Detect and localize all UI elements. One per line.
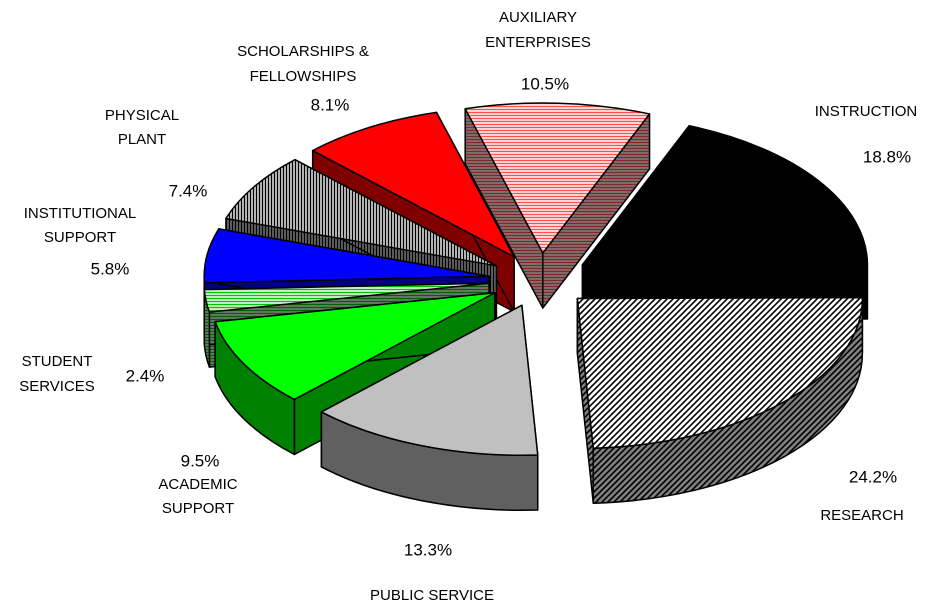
slice [320,304,539,511]
slice [581,125,869,266]
slice-label: FELLOWSHIPS [250,68,357,85]
slice-label: STUDENT [22,353,93,370]
slice [225,158,498,267]
value-label: 18.8% [863,147,911,166]
slice-label: AUXILIARY [499,9,577,26]
slice [464,102,651,309]
slice-label: SERVICES [19,378,95,395]
slice-label: SCHOLARSHIPS & [237,43,369,60]
slice-label: INSTITUTIONAL [24,205,137,222]
slice [464,102,651,254]
slice [576,296,864,450]
value-label: 2.4% [126,366,165,385]
value-label: 24.2% [849,467,897,486]
value-label: 7.4% [169,181,208,200]
slice [311,111,515,258]
slice-label: SUPPORT [44,229,116,246]
slice-label: INSTRUCTION [815,103,918,120]
value-label: 9.5% [181,451,220,470]
slice [203,282,490,313]
value-label: 10.5% [521,74,569,93]
slice-label: PUBLIC SERVICE [370,587,494,604]
value-label: 8.1% [311,95,350,114]
slice-label: PHYSICAL [105,107,179,124]
slice-label: RESEARCH [820,507,903,524]
slice-label: ACADEMIC [158,476,237,493]
value-label: 5.8% [91,259,130,278]
slice [320,304,539,456]
slice [203,228,490,284]
slice [214,292,496,401]
value-label: 13.3% [404,540,452,559]
slice-label: ENTERPRISES [485,34,591,51]
slice-label: PLANT [118,131,166,148]
slice [576,296,864,505]
slice-label: SUPPORT [162,500,234,517]
